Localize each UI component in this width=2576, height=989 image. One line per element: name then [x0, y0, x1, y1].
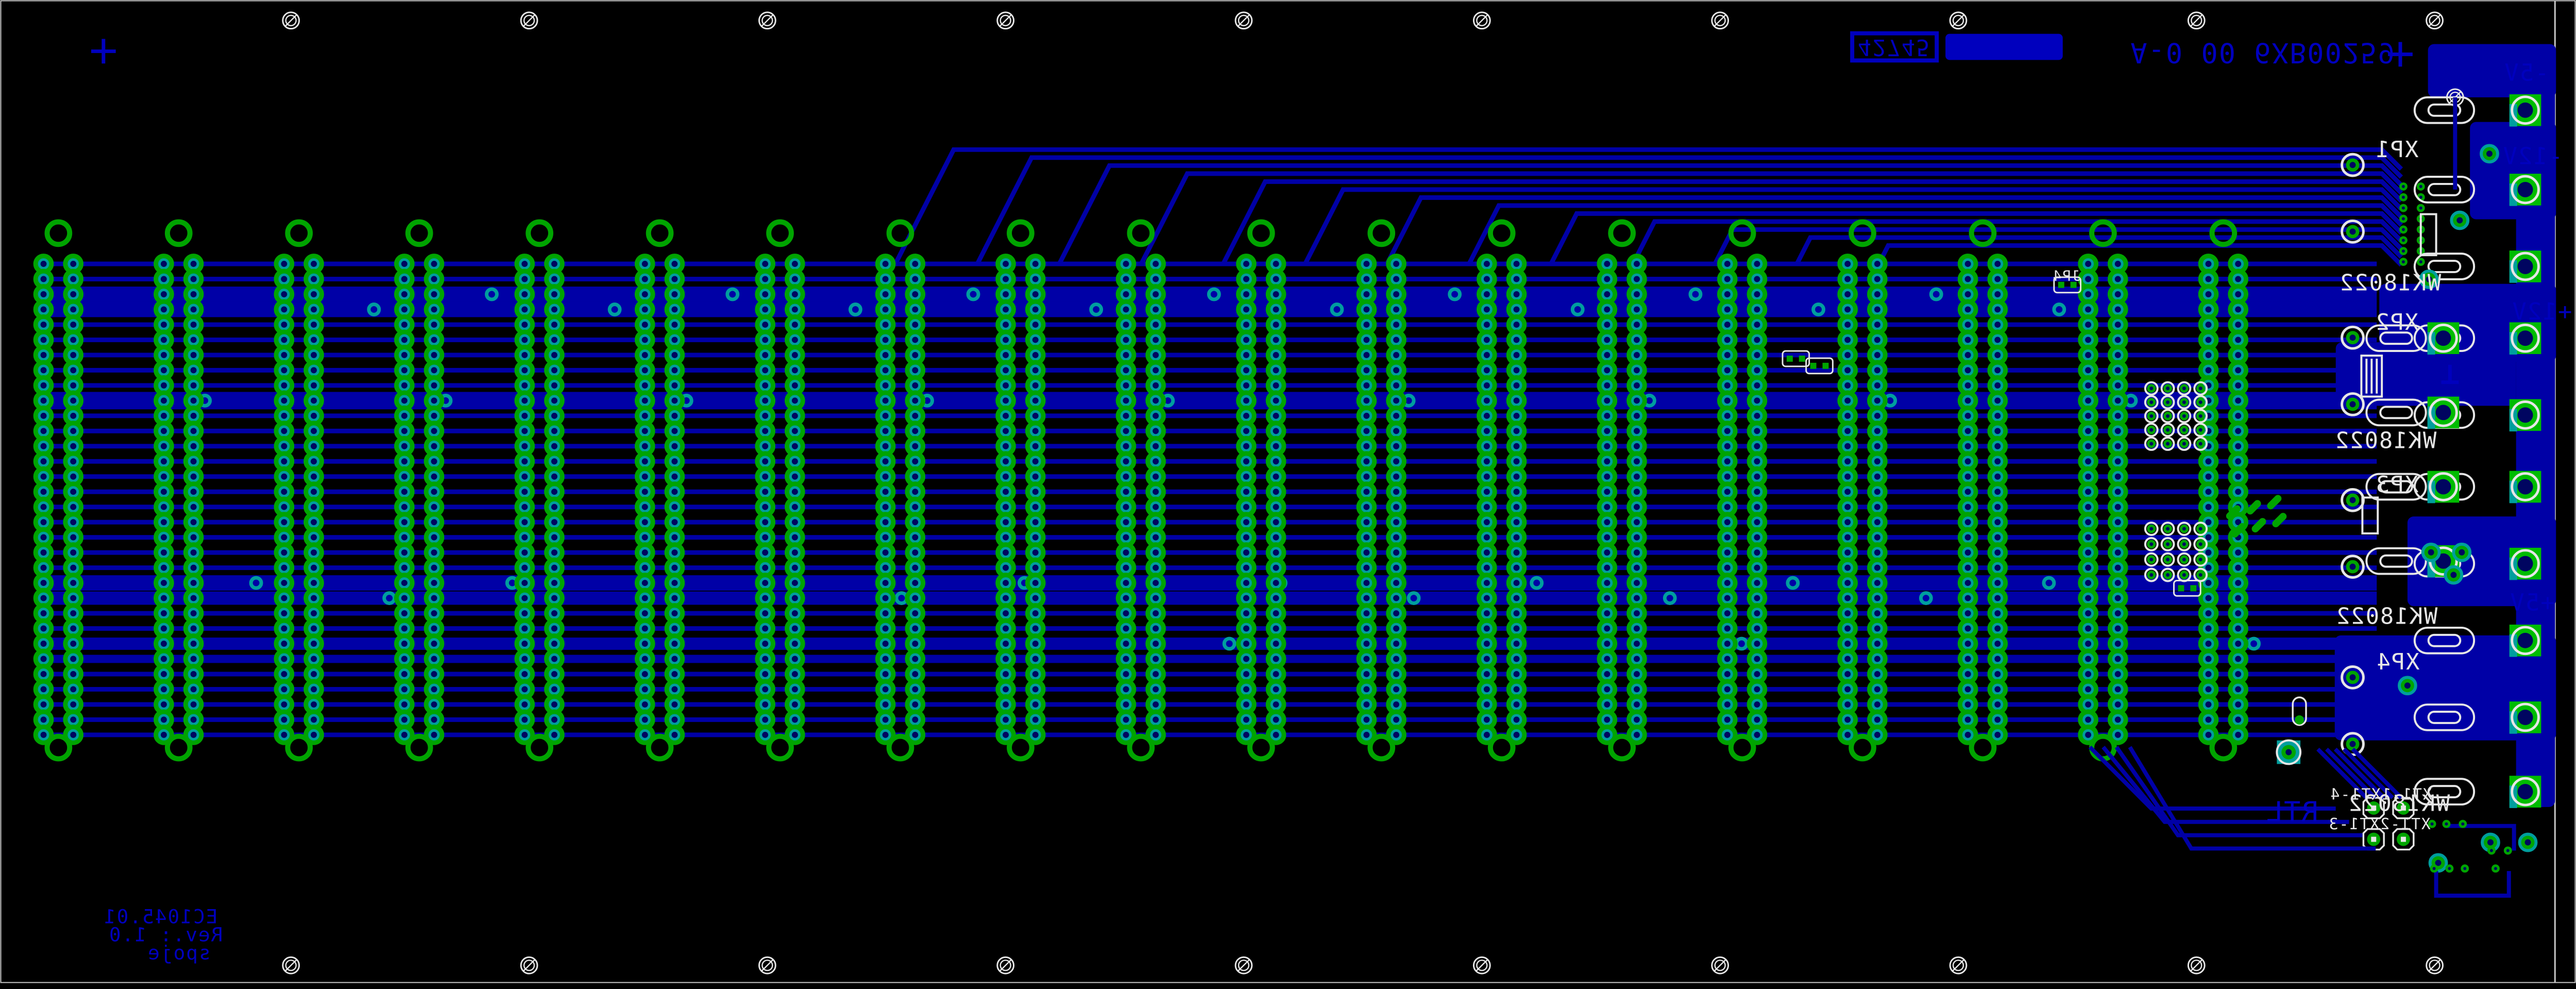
bottom-right-cluster — [2428, 97, 2516, 898]
label-board-id: EC1045.01 — [103, 906, 218, 928]
label-plus5v: +5V — [2509, 589, 2555, 616]
label-minus12v: -12V — [2502, 143, 2563, 170]
label-layer: spoje — [147, 941, 211, 964]
label-part-number: A-0 00 6XB00259 — [2130, 37, 2396, 69]
screw-terminal-pad — [2413, 94, 2541, 127]
slanted-pads — [2226, 495, 2287, 538]
label-jp4: JP4 — [2052, 267, 2081, 284]
filled-title-bar — [1945, 33, 2063, 60]
label-wk18022-4: WK18022 — [2348, 790, 2450, 816]
component-outlines — [2276, 213, 2437, 765]
label-order-number: 42745 — [1858, 34, 1931, 60]
stair-traces — [2088, 745, 2403, 851]
lamp-pad — [2276, 739, 2302, 765]
labels: WK18022 WK18022 WK18022 WK18022 JP4 -5V -12V +1… — [103, 34, 2572, 964]
bus-traces — [37, 261, 2377, 737]
label-rtl: RTL — [2265, 795, 2318, 828]
label-revision: Rev.: 1.0 — [108, 923, 223, 946]
ground-symbol-icon — [2441, 364, 2459, 384]
label-plus12v: +12V — [2511, 298, 2572, 325]
title-block — [1850, 31, 2063, 63]
label-xt-row-2: XT1-2XT1-3 — [2328, 815, 2431, 833]
label-wk18022-3: WK18022 — [2335, 604, 2437, 630]
label-wk18022-2: WK18022 — [2334, 428, 2436, 454]
top-bus-fan — [892, 147, 2403, 267]
fiducial-cross-icon — [91, 39, 2413, 67]
label-minus5v: -5V — [2503, 59, 2549, 87]
label-xp1: XP1 — [2375, 137, 2419, 163]
label-xp2: XP2 — [2375, 309, 2419, 336]
label-xp3: XP3 — [2375, 472, 2419, 498]
label-xt-row-1: XT1-1XT1-4 — [2329, 786, 2432, 804]
label-wk18022-1: WK18022 — [2339, 270, 2441, 296]
label-xp4: XP4 — [2376, 649, 2420, 675]
